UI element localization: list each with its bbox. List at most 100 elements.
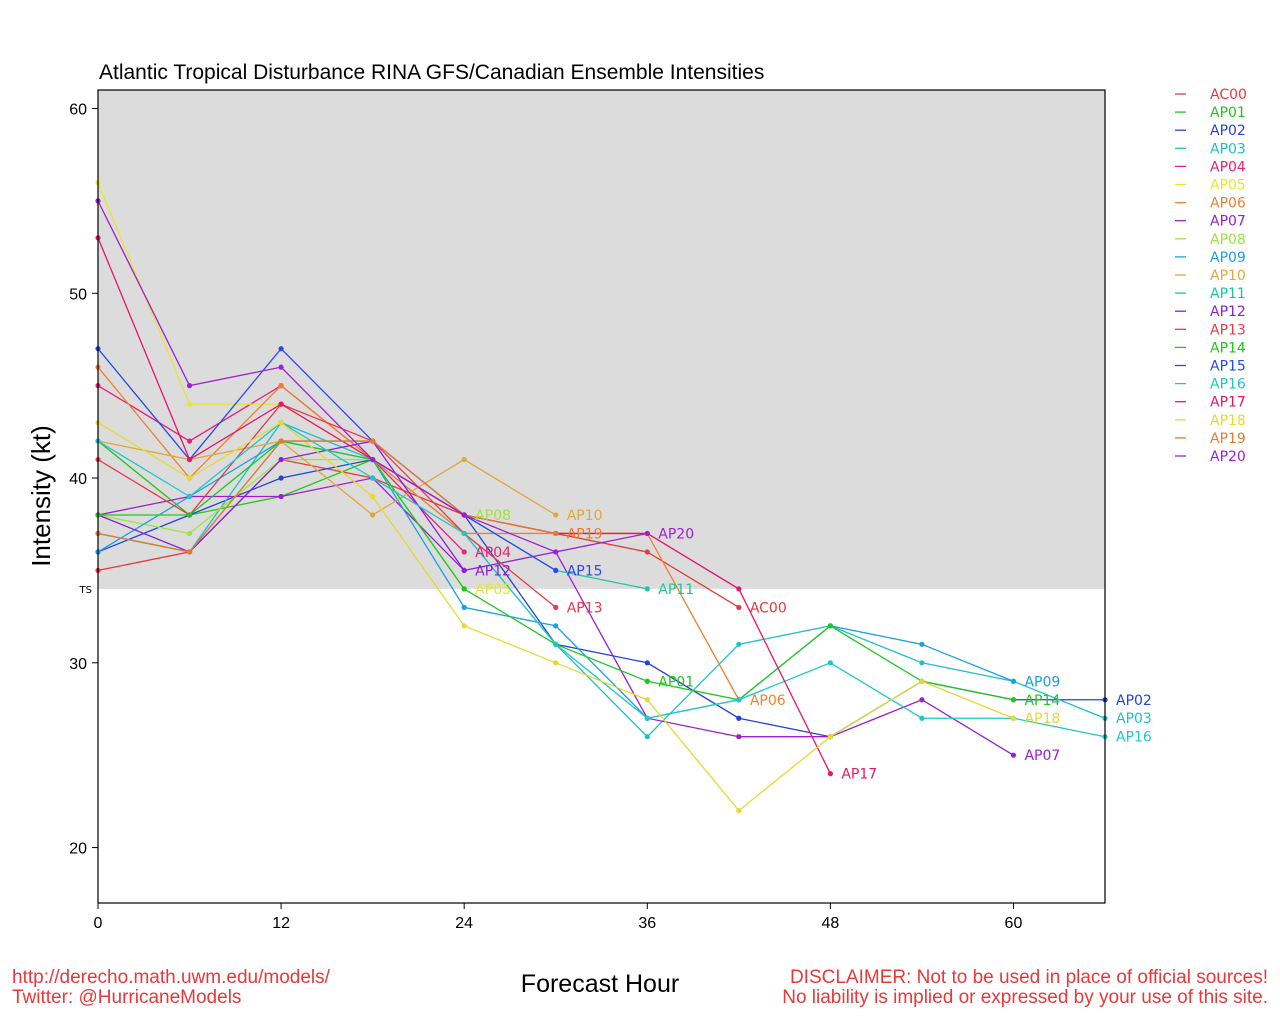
end-label-ap02: AP02 [1116, 693, 1152, 709]
data-point-ap12 [461, 567, 467, 574]
data-point-ap07 [278, 493, 284, 500]
legend-label: AP18 [1210, 413, 1246, 429]
legend-label: AP03 [1210, 141, 1246, 157]
data-point-ap18 [461, 623, 467, 629]
end-label-ap01: AP01 [658, 674, 694, 690]
legend-item-ap08: AP08 [1175, 232, 1246, 248]
data-point-ap18 [827, 734, 833, 740]
legend-item-ap07: AP07 [1175, 214, 1246, 230]
series-ap18 [95, 419, 1017, 814]
end-label-ap07: AP07 [1024, 748, 1060, 764]
y-tick-label: 60 [69, 101, 87, 118]
data-point-ap10 [370, 512, 376, 518]
data-point-ap06 [278, 383, 284, 389]
y-tick-label: 40 [69, 471, 87, 488]
data-point-ap18 [736, 808, 742, 814]
x-tick-label: 60 [1005, 915, 1023, 932]
footer-url-link[interactable]: http://derecho.math.uwm.edu/models/ [12, 967, 330, 988]
data-point-ap16 [461, 530, 467, 537]
end-label-ap19: AP19 [567, 526, 603, 542]
data-point-ap10 [461, 456, 467, 463]
end-label-ac00: AC00 [750, 600, 787, 616]
data-point-ap02 [644, 660, 650, 666]
data-point-ap05 [186, 401, 193, 407]
data-point-ap16 [919, 715, 925, 721]
end-label-ap04: AP04 [475, 545, 511, 561]
axis-layer: 0 12 24 36 48 60 20 30 40 50 60 [69, 101, 1022, 932]
data-point-ap14 [186, 512, 193, 518]
x-tick-label: 24 [455, 915, 473, 932]
data-point-ap20 [370, 456, 376, 463]
legend-label: AP17 [1210, 395, 1246, 411]
y-tick-label: 30 [69, 656, 87, 673]
data-point-ap04 [186, 438, 193, 444]
data-point-ap07 [1010, 752, 1017, 758]
data-point-ap17 [186, 456, 193, 463]
end-label-ap12: AP12 [475, 563, 511, 579]
data-point-ap15 [553, 567, 559, 574]
end-label-ap18: AP18 [1024, 711, 1060, 727]
legend-label: AP09 [1210, 250, 1246, 266]
legend-item-ap10: AP10 [1175, 268, 1246, 284]
legend-label: AP14 [1210, 340, 1246, 356]
data-point-ap18 [1010, 715, 1017, 721]
data-point-ap14 [1010, 697, 1017, 703]
data-point-ap15 [278, 346, 284, 352]
plot-frame [97, 89, 1106, 904]
data-point-ap09 [461, 604, 467, 610]
data-point-ap19 [186, 549, 193, 555]
x-tick-label: 36 [638, 915, 656, 932]
legend-item-ap05: AP05 [1175, 178, 1246, 194]
legend-label: AP16 [1210, 377, 1246, 393]
y-axis-label: Intensity (kt) [26, 425, 56, 567]
legend-label: AP02 [1210, 123, 1246, 139]
data-point-ap10 [553, 512, 559, 518]
data-point-ap18 [370, 493, 376, 500]
end-label-ap06: AP06 [750, 693, 786, 709]
data-point-ap07 [919, 697, 925, 703]
data-point-ap14 [644, 678, 650, 684]
end-label-ap10: AP10 [567, 508, 603, 524]
series-line-ap13 [97, 403, 557, 608]
data-point-ap16 [370, 475, 376, 481]
series-line-ap19 [97, 440, 556, 553]
data-point-ac00 [644, 549, 650, 555]
data-point-ap16 [186, 493, 193, 500]
data-point-ap16 [553, 641, 559, 647]
data-point-ap18 [553, 660, 559, 666]
data-point-ap20 [278, 364, 284, 370]
data-point-ap20 [553, 549, 559, 555]
ts-band [98, 90, 1105, 589]
data-point-ap16 [736, 697, 742, 703]
data-point-ap03 [919, 660, 925, 666]
footer-twitter-link[interactable]: Twitter: @HurricaneModels [12, 987, 242, 1008]
chart-title: Atlantic Tropical Disturbance RINA GFS/C… [99, 61, 764, 84]
x-axis-label: Forecast Hour [520, 970, 680, 998]
data-point-ap02 [736, 715, 742, 721]
legend-label: AP13 [1210, 322, 1246, 338]
end-label-layer: AC00 AP01 AP02 AP03 AP04 AP05 AP06 AP07 AP08 AP09… [475, 508, 1152, 783]
legend-label: AP04 [1210, 159, 1246, 175]
y-tick-label: 50 [69, 286, 87, 303]
end-label-ap03: AP03 [1116, 711, 1152, 727]
ts-threshold-label: TS [79, 585, 92, 596]
data-point-ap19 [553, 530, 559, 537]
data-point-ap03 [644, 734, 650, 740]
legend-item-ap20: AP20 [1175, 449, 1246, 465]
y-tick-label: 20 [69, 841, 87, 858]
series-layer [95, 179, 1108, 814]
legend-item-ap16: AP16 [1175, 377, 1246, 393]
legend-label: AP15 [1210, 359, 1246, 375]
legend-item-ac00: AC00 [1175, 87, 1247, 103]
legend-label: AP20 [1210, 449, 1246, 465]
legend-item-ap12: AP12 [1175, 304, 1246, 320]
data-point-ap02 [278, 475, 284, 481]
data-point-ap14 [461, 586, 467, 592]
data-point-ap16 [827, 660, 833, 666]
end-label-ap16: AP16 [1116, 730, 1152, 746]
legend-item-ap09: AP09 [1175, 250, 1246, 266]
end-label-ap05: AP05 [475, 582, 511, 598]
footer-disclaimer: DISCLAIMER: Not to be used in place of o… [782, 968, 1268, 1008]
end-label-ap15: AP15 [567, 563, 603, 579]
